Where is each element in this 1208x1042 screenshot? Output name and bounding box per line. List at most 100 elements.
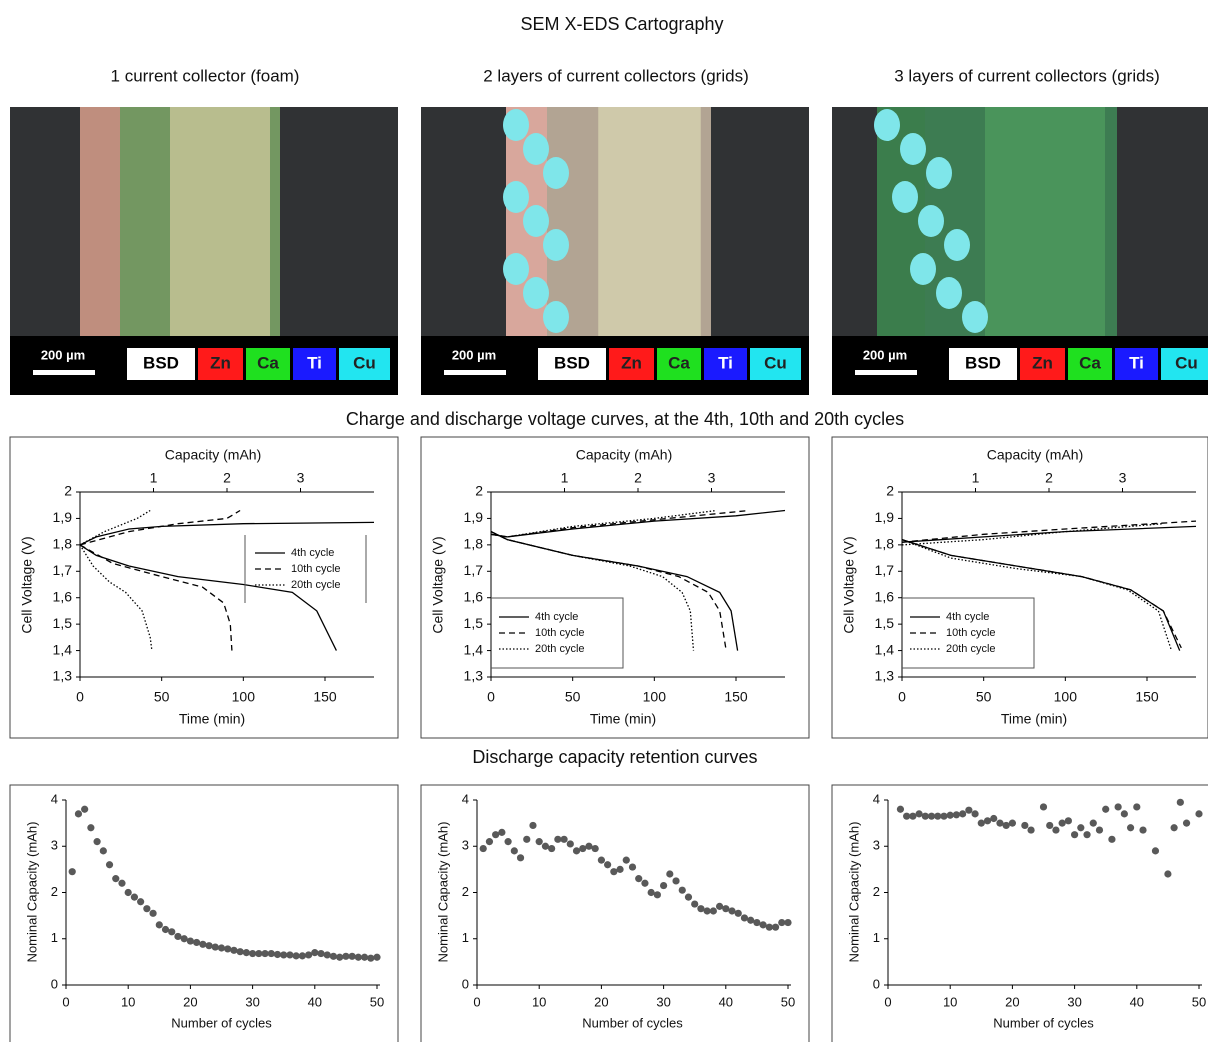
data-point [548,844,556,853]
data-point [298,952,306,960]
data-point [529,821,537,830]
x-axis-label: Number of cycles [171,1015,272,1030]
legend-label: 20th cycle [535,643,585,655]
y-axis-label: Nominal Capacity (mAh) [24,822,39,963]
channel-label: Ti [718,353,733,372]
voltage-curve [901,523,1164,546]
scale-bar [33,370,95,375]
data-point [927,812,936,820]
data-point [286,951,294,959]
data-point [317,949,325,958]
data-point [934,812,942,820]
voltage-curve [901,538,1173,651]
x-axis-label: Time (min) [590,711,656,727]
sem-grain [926,157,952,189]
y-tick-label: 4 [51,791,58,806]
x-tick-label: 50 [370,994,384,1009]
x-tick-label: 50 [565,689,581,705]
y-tick-label: 1,8 [875,536,895,552]
x-tick-label: 30 [656,994,670,1009]
y-tick-label: 1,7 [464,562,484,578]
y-axis-label: Nominal Capacity (mAh) [846,822,861,963]
data-point [784,918,792,927]
data-point [604,861,612,869]
y-tick-label: 1,5 [464,615,484,631]
data-point [354,953,362,961]
data-point [485,838,494,846]
channel-label: BSD [143,353,179,372]
data-point [753,918,761,927]
data-point [523,835,531,843]
data-point [560,835,568,843]
voltage-curve [79,544,233,651]
data-point [180,935,188,943]
data-point [977,819,985,827]
voltage-curve [79,544,337,651]
x-tick-label: 150 [724,689,748,705]
data-point [703,907,711,915]
data-point [186,937,194,945]
data-point [373,953,381,961]
data-point [1071,831,1079,839]
x2-tick-label: 2 [223,470,231,486]
data-point [990,814,998,823]
data-point [616,865,624,873]
data-point [709,907,717,915]
data-point [211,943,219,951]
y-tick-label: 1,8 [464,536,484,552]
x-tick-label: 100 [1054,689,1078,705]
voltage-curve [490,531,727,651]
legend-label: 20th cycle [946,643,996,655]
data-point [1052,826,1060,834]
channel-box [1068,348,1112,380]
data-point [1083,831,1091,839]
data-point [267,949,275,958]
data-point [367,954,375,962]
figure-title: SEM X-EDS Cartography [520,14,723,34]
y-tick-label: 1,7 [53,562,73,578]
data-point [217,944,226,952]
sem-grain [523,133,549,165]
voltage-curve [79,509,151,546]
y-tick-label: 1 [873,930,880,945]
data-point [81,805,89,813]
channel-box [339,348,390,380]
channel-label: Zn [621,353,642,372]
x-tick-label: 20 [183,994,197,1009]
data-point [124,888,132,897]
data-point [1102,805,1110,813]
x-tick-label: 40 [308,994,322,1009]
channel-box [293,348,336,380]
data-point [971,810,979,818]
channel-label: Ti [1129,353,1144,372]
y-tick-label: 1,6 [875,588,895,604]
channel-label: Zn [1032,353,1053,372]
sem-grain [543,157,569,189]
y-tick-label: 1,7 [875,562,895,578]
data-point [236,948,244,956]
data-point [348,952,356,960]
data-point [678,886,686,894]
x-tick-label: 30 [1067,994,1081,1009]
voltage-curve [490,531,695,651]
data-point [697,905,705,913]
legend-label: 10th cycle [946,627,996,639]
x-axis-label: Time (min) [1001,711,1067,727]
x-tick-label: 10 [532,994,546,1009]
data-point [1195,810,1203,818]
sem-grain [936,277,962,309]
panel-frame [9,436,399,739]
data-point [112,875,120,883]
sem-grain [962,301,988,333]
sem-grain [503,109,529,141]
channel-label: Ca [1079,353,1101,372]
channel-label: Cu [1175,353,1198,372]
channel-box [750,348,801,380]
data-point [143,905,151,913]
sem-grain [874,109,900,141]
data-point [653,891,661,899]
data-point [672,877,680,885]
channel-box [127,348,195,380]
scale-bar-label: 200 µm [452,347,496,362]
data-point [641,879,649,887]
